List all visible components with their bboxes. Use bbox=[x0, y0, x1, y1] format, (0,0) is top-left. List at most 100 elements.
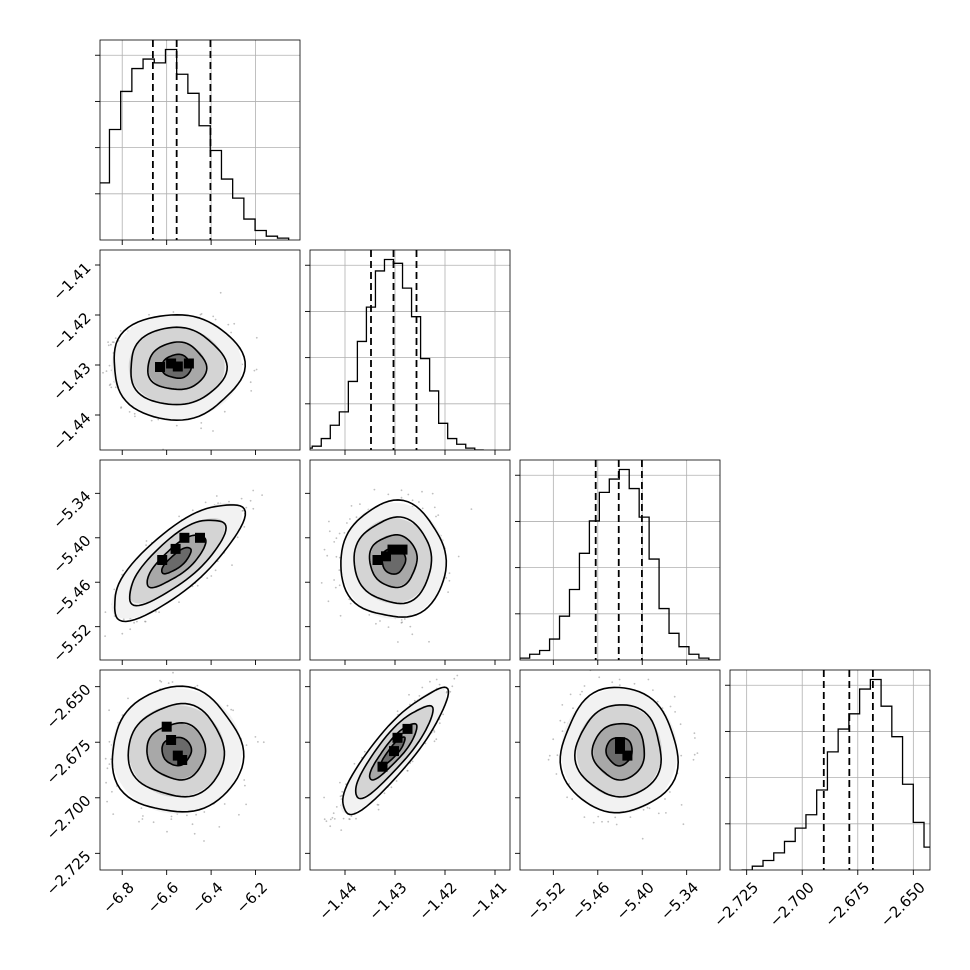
sample-point bbox=[349, 602, 352, 605]
sample-point bbox=[114, 337, 117, 339]
sample-point bbox=[94, 744, 96, 746]
sample-point bbox=[196, 684, 199, 687]
sample-point bbox=[228, 500, 230, 503]
sample-point bbox=[122, 569, 124, 572]
sample-point bbox=[113, 588, 116, 591]
contour-line bbox=[113, 504, 247, 623]
sample-point bbox=[110, 343, 112, 346]
sample-point bbox=[339, 781, 341, 784]
sample-point bbox=[108, 384, 111, 387]
sample-point bbox=[350, 815, 353, 817]
sample-point bbox=[448, 579, 451, 582]
sample-point bbox=[320, 582, 323, 584]
sample-point bbox=[110, 758, 112, 760]
contour-line bbox=[353, 516, 433, 605]
sample-point bbox=[262, 741, 265, 744]
sample-point bbox=[203, 811, 206, 813]
sample-point bbox=[104, 611, 107, 613]
sample-point bbox=[397, 641, 399, 643]
sample-point bbox=[171, 681, 174, 683]
sample-point bbox=[400, 489, 403, 492]
sample-point bbox=[241, 510, 244, 512]
sample-point bbox=[470, 508, 473, 510]
density-peak-cell bbox=[183, 358, 194, 369]
density-peak-cell bbox=[387, 544, 398, 555]
sample-point bbox=[121, 632, 124, 635]
sample-point bbox=[97, 642, 99, 644]
sample-point bbox=[249, 381, 252, 384]
sample-point bbox=[200, 427, 203, 430]
sample-point bbox=[325, 820, 328, 823]
sample-point bbox=[128, 411, 131, 413]
sample-point bbox=[244, 784, 246, 787]
sample-point bbox=[160, 680, 163, 683]
sample-point bbox=[435, 738, 438, 741]
sample-point bbox=[411, 499, 414, 502]
density-fill bbox=[162, 547, 192, 574]
sample-point bbox=[348, 818, 350, 820]
sample-point bbox=[245, 744, 248, 746]
sample-point bbox=[141, 818, 144, 820]
sample-point bbox=[108, 763, 111, 765]
panel-frame bbox=[519, 459, 721, 661]
sample-point bbox=[233, 322, 236, 325]
sample-point bbox=[230, 708, 233, 711]
sample-point bbox=[250, 390, 253, 392]
sample-point bbox=[104, 635, 106, 637]
sample-point bbox=[121, 573, 123, 576]
sample-point bbox=[178, 601, 180, 603]
sample-point bbox=[387, 626, 390, 628]
density-peak-cell bbox=[177, 755, 188, 765]
sample-point bbox=[338, 556, 341, 559]
sample-point bbox=[112, 341, 115, 344]
sample-point bbox=[249, 499, 252, 502]
sample-point bbox=[92, 360, 94, 362]
sample-point bbox=[333, 579, 335, 581]
contour-line bbox=[340, 499, 448, 618]
sample-point bbox=[236, 536, 239, 539]
sample-point bbox=[448, 572, 451, 574]
sample-point bbox=[254, 736, 257, 738]
panel-frame bbox=[309, 459, 511, 661]
sample-point bbox=[243, 779, 246, 781]
sample-point bbox=[334, 586, 337, 589]
density-peak-cell bbox=[155, 362, 165, 372]
sample-point bbox=[368, 614, 371, 616]
sample-point bbox=[112, 813, 115, 815]
sample-point bbox=[432, 729, 435, 732]
sample-point bbox=[231, 564, 233, 566]
sample-point bbox=[379, 620, 381, 622]
sample-point bbox=[214, 569, 217, 572]
sample-point bbox=[408, 693, 410, 696]
sample-point bbox=[240, 497, 243, 500]
panel-frame bbox=[99, 669, 301, 871]
sample-point bbox=[105, 370, 108, 372]
sample-point bbox=[144, 620, 146, 623]
sample-point bbox=[127, 697, 129, 700]
sample-point bbox=[102, 371, 104, 374]
sample-point bbox=[158, 611, 161, 614]
sample-point bbox=[170, 815, 173, 818]
density-peak-cell bbox=[372, 555, 383, 565]
sample-point bbox=[106, 767, 109, 770]
sample-point bbox=[145, 544, 148, 546]
sample-point bbox=[409, 703, 411, 706]
sample-point bbox=[105, 781, 107, 784]
sample-point bbox=[342, 817, 345, 820]
sample-point bbox=[328, 530, 331, 533]
sample-point bbox=[437, 514, 440, 516]
contour-line bbox=[380, 547, 407, 575]
sample-point bbox=[178, 515, 181, 518]
sample-point bbox=[339, 614, 342, 617]
sample-point bbox=[191, 823, 194, 826]
density-peak-cell bbox=[195, 532, 205, 543]
sample-point bbox=[68, 356, 70, 358]
sample-point bbox=[353, 762, 356, 765]
sample-point bbox=[245, 506, 248, 509]
sample-point bbox=[355, 516, 358, 518]
sample-point bbox=[227, 323, 230, 326]
sample-point bbox=[210, 575, 213, 577]
sample-point bbox=[245, 803, 248, 806]
sample-point bbox=[106, 800, 108, 803]
